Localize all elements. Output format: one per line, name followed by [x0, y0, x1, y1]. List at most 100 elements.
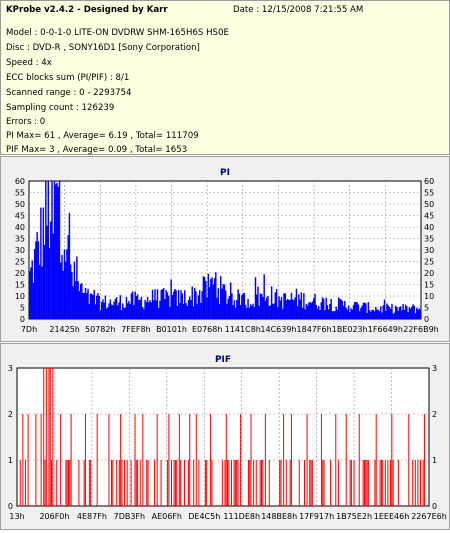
pi-bar [91, 293, 93, 319]
pi-bar [212, 284, 215, 319]
pi-bar [210, 279, 212, 319]
pi-bar [403, 309, 406, 319]
pi-bar [382, 305, 384, 319]
pi-bar [86, 292, 88, 319]
pi-bar [197, 295, 200, 319]
y-tick-label-left: 25 [15, 258, 25, 267]
drive-model: Model : 0-0-1-0 LITE-ON DVDRW SHM-165H6S… [6, 28, 229, 38]
pi-bar [124, 307, 126, 319]
pi-bar [122, 303, 124, 319]
pi-bar [47, 181, 50, 319]
pi-bar [100, 301, 103, 319]
pi-bar [144, 299, 146, 319]
pi-bar [360, 307, 362, 319]
pi-bar [198, 290, 201, 319]
pi-bar [372, 309, 375, 319]
pi-bar [370, 311, 372, 319]
pi-bar [234, 307, 237, 319]
pi-bar [108, 303, 110, 319]
pi-bar [155, 300, 157, 319]
pi-bar [164, 298, 166, 319]
pi-chart-panel: PI 0 0 5 5 10 10 15 15 20 20 25 25 30 30 35 35 40 40 45 45 50… [0, 156, 450, 342]
pi-bar [41, 266, 43, 319]
pi-bar [31, 260, 33, 319]
pi-bar [413, 305, 415, 319]
pi-bar [323, 298, 325, 319]
pi-bar [67, 235, 69, 319]
y-tick-label-left: 55 [15, 189, 25, 198]
pi-bar [76, 256, 78, 319]
pi-bar [373, 311, 376, 319]
pi-bar [88, 303, 90, 319]
pi-bar [264, 300, 267, 319]
pi-bar [149, 300, 151, 319]
pi-bar [37, 241, 40, 319]
pi-bar [418, 308, 420, 319]
pi-bar [412, 304, 414, 319]
pi-bar [77, 281, 79, 319]
y-tick-label-left: 40 [15, 223, 25, 232]
pi-bar [102, 299, 104, 319]
pi-bar [324, 310, 326, 319]
pi-bar [329, 303, 331, 319]
pi-bar [150, 302, 153, 319]
pi-bar [256, 294, 258, 319]
pi-bar [318, 306, 320, 319]
pi-bar [97, 293, 99, 319]
pi-bar [115, 297, 118, 319]
pi-bar [73, 261, 76, 319]
pi-bar [225, 290, 227, 319]
pi-bar [136, 294, 139, 319]
pi-bar [165, 290, 167, 319]
pi-bar [376, 309, 378, 319]
pi-bar [82, 293, 84, 319]
pi-bar [367, 302, 370, 319]
pi-bar [388, 306, 391, 319]
y-tick-label-right: 0 [424, 315, 429, 324]
pi-bar [139, 299, 141, 319]
pi-bar [268, 305, 270, 319]
pi-bar [398, 307, 401, 319]
pi-bar [330, 299, 332, 319]
pi-bar [282, 308, 284, 319]
pi-bar [99, 310, 102, 319]
pi-bar [146, 296, 149, 319]
pi-bar [301, 307, 304, 319]
pi-bar [406, 306, 408, 319]
pi-bar [387, 305, 389, 319]
app-title: KProbe v2.4.2 - Designed by Karr [6, 5, 168, 15]
pi-bar [351, 309, 353, 319]
x-tick-label: 111DE8h [223, 512, 260, 521]
pi-bar [45, 181, 47, 319]
pi-bar [93, 290, 95, 319]
x-tick-label: 7DB3Fh [114, 512, 146, 521]
pi-summary: PI Max= 61 , Average= 6.19 , Total= 1117… [6, 131, 199, 141]
pi-bar [128, 300, 130, 319]
pi-bar [340, 299, 342, 319]
pi-bar [332, 311, 335, 319]
x-tick-label: 13h [9, 512, 24, 521]
pi-bar [58, 181, 61, 319]
pi-bar [368, 310, 371, 319]
pi-bar [78, 291, 81, 319]
pi-bar [55, 184, 57, 319]
pi-bar [66, 249, 68, 319]
pi-bar [257, 286, 259, 319]
pi-bar [300, 292, 303, 319]
pi-bar [129, 303, 131, 319]
pi-bar [251, 305, 253, 319]
pi-bar [159, 300, 161, 319]
y-tick-label-left: 2 [8, 410, 13, 419]
y-tick-label-right: 25 [424, 258, 434, 267]
pi-bar [192, 306, 195, 319]
pi-bar [309, 301, 311, 319]
pi-bar [32, 282, 35, 319]
pi-bar [35, 241, 37, 319]
pi-bar [378, 311, 381, 319]
pi-bar [242, 293, 244, 319]
pi-bar [220, 276, 222, 319]
pi-bar [275, 289, 278, 319]
y-tick-label-right: 0 [432, 502, 437, 511]
pi-bar [166, 292, 169, 319]
x-tick-label: 1141C8h [225, 325, 261, 334]
